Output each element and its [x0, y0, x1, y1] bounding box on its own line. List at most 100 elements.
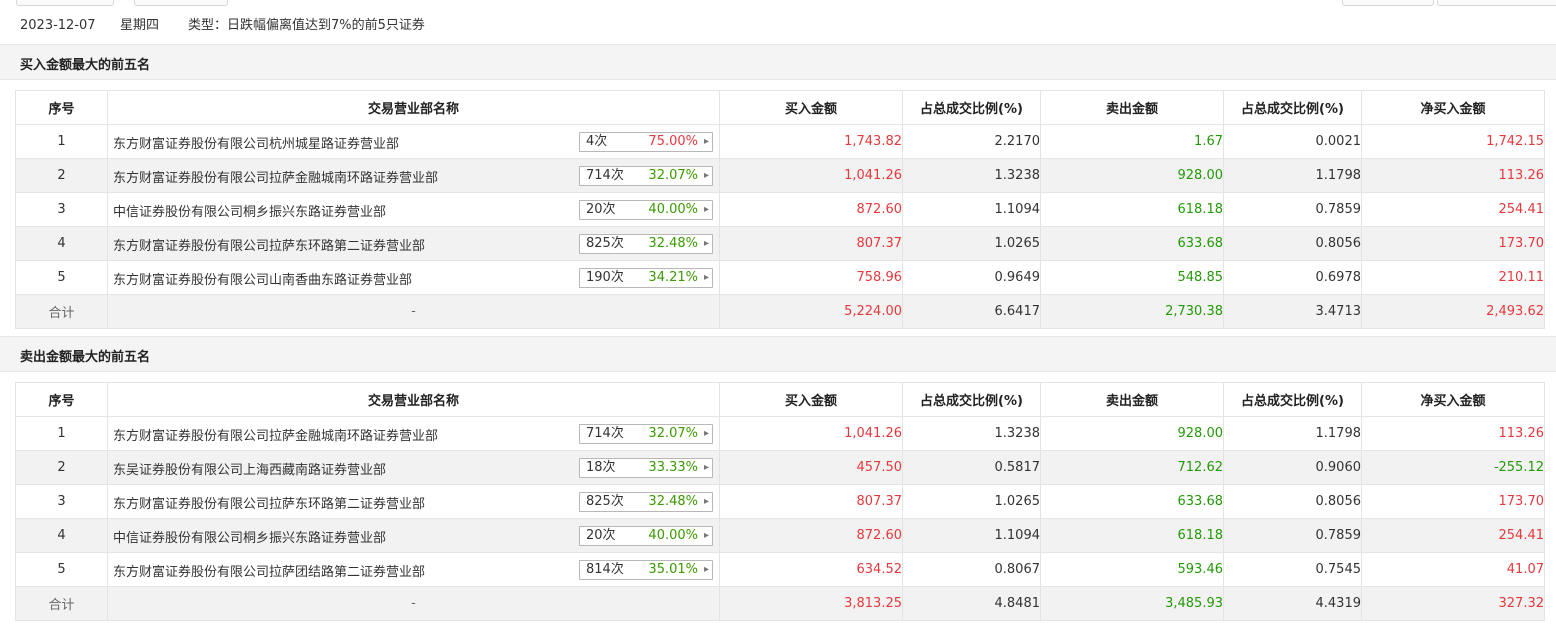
branch-stats-button[interactable]: 714次 32.07% ▸ [579, 166, 713, 186]
branch-stats-button[interactable]: 18次 33.33% ▸ [579, 458, 713, 478]
buy-amount-cell: 872.60 [719, 192, 903, 227]
table-row: 2 东方财富证券股份有限公司拉萨金融城南环路证券营业部 714次 32.07% ▸ 1,0… [15, 158, 1545, 193]
rank-cell: 3 [15, 192, 108, 227]
branch-count: 20次 [586, 528, 616, 543]
total-sell-amount: 3,485.93 [1040, 586, 1224, 621]
branch-stats-button[interactable]: 825次 32.48% ▸ [579, 492, 713, 512]
branch-win-rate: 75.00% [648, 134, 698, 149]
table-row: 1 东方财富证券股份有限公司杭州城星路证券营业部 4次 75.00% ▸ 1,743.82… [15, 124, 1545, 159]
branch-stats-button[interactable]: 4次 75.00% ▸ [579, 132, 713, 152]
col-sell-amount[interactable]: 卖出金额 [1040, 90, 1224, 125]
table-row: 2 东吴证券股份有限公司上海西藏南路证券营业部 18次 33.33% ▸ 457.50 0.… [15, 450, 1545, 485]
sell-amount-cell: 548.85 [1040, 260, 1224, 295]
branch-stats-button[interactable]: 20次 40.00% ▸ [579, 526, 713, 546]
net-buy-cell: 173.70 [1361, 226, 1545, 261]
rank-cell: 5 [15, 552, 108, 587]
sell-amount-cell: 712.62 [1040, 450, 1224, 485]
buy-amount-cell: 634.52 [719, 552, 903, 587]
rank-cell: 4 [15, 226, 108, 261]
sell-amount-cell: 633.68 [1040, 484, 1224, 519]
sell-amount-cell: 618.18 [1040, 192, 1224, 227]
branch-name-link[interactable]: 东方财富证券股份有限公司拉萨金融城南环路证券营业部 [113, 429, 439, 444]
col-net-buy[interactable]: 净买入金额 [1361, 382, 1545, 417]
top-left-button[interactable] [16, 0, 114, 6]
total-buy-amount: 3,813.25 [719, 586, 903, 621]
net-buy-cell: 1,742.15 [1361, 124, 1545, 159]
buy-top5-table: 序号 交易营业部名称 买入金额 占总成交比例(%) 卖出金额 占总成交比例(%)… [15, 90, 1545, 329]
col-buy-ratio[interactable]: 占总成交比例(%) [902, 382, 1041, 417]
branch-stats-button[interactable]: 20次 40.00% ▸ [579, 200, 713, 220]
buy-amount-cell: 1,743.82 [719, 124, 903, 159]
branch-name-cell: 东方财富证券股份有限公司拉萨东环路第二证券营业部 825次 32.48% ▸ [107, 226, 720, 261]
branch-win-rate: 32.07% [648, 168, 698, 183]
branch-name-cell: 东方财富证券股份有限公司拉萨金融城南环路证券营业部 714次 32.07% ▸ [107, 416, 720, 451]
buy-ratio-cell: 2.2170 [902, 124, 1041, 159]
sell-section-header: 卖出金额最大的前五名 [0, 336, 1556, 372]
branch-name-link[interactable]: 东吴证券股份有限公司上海西藏南路证券营业部 [113, 463, 387, 478]
sell-table-header: 序号 交易营业部名称 买入金额 占总成交比例(%) 卖出金额 占总成交比例(%)… [15, 382, 1545, 417]
sell-ratio-cell: 1.1798 [1223, 416, 1362, 451]
branch-name-link[interactable]: 东方财富证券股份有限公司拉萨东环路第二证券营业部 [113, 239, 426, 254]
branch-stats-button[interactable]: 190次 34.21% ▸ [579, 268, 713, 288]
sell-amount-cell: 618.18 [1040, 518, 1224, 553]
branch-name-link[interactable]: 东方财富证券股份有限公司拉萨东环路第二证券营业部 [113, 497, 426, 512]
branch-name-link[interactable]: 中信证券股份有限公司桐乡振兴东路证券营业部 [113, 205, 387, 220]
sell-amount-cell: 633.68 [1040, 226, 1224, 261]
col-sell-ratio[interactable]: 占总成交比例(%) [1223, 382, 1362, 417]
branch-name-link[interactable]: 中信证券股份有限公司桐乡振兴东路证券营业部 [113, 531, 387, 546]
net-buy-cell: 113.26 [1361, 416, 1545, 451]
branch-name-cell: 东方财富证券股份有限公司拉萨东环路第二证券营业部 825次 32.48% ▸ [107, 484, 720, 519]
branch-name-cell: 中信证券股份有限公司桐乡振兴东路证券营业部 20次 40.00% ▸ [107, 192, 720, 227]
total-buy-ratio: 4.8481 [902, 586, 1041, 621]
sell-ratio-cell: 0.9060 [1223, 450, 1362, 485]
top-right-button[interactable] [1342, 0, 1434, 6]
sell-amount-cell: 593.46 [1040, 552, 1224, 587]
buy-table-header: 序号 交易营业部名称 买入金额 占总成交比例(%) 卖出金额 占总成交比例(%)… [15, 90, 1545, 125]
rank-cell: 2 [15, 450, 108, 485]
trade-weekday: 星期四 [120, 18, 160, 33]
chevron-right-icon: ▸ [703, 204, 709, 215]
branch-name-cell: 东方财富证券股份有限公司拉萨团结路第二证券营业部 814次 35.01% ▸ [107, 552, 720, 587]
total-row: 合计 -3,813.25 4.8481 3,485.93 4.4319 327.32 [15, 586, 1545, 621]
col-buy-ratio[interactable]: 占总成交比例(%) [902, 90, 1041, 125]
branch-stats-button[interactable]: 714次 32.07% ▸ [579, 424, 713, 444]
branch-count: 825次 [586, 236, 624, 251]
net-buy-cell: 113.26 [1361, 158, 1545, 193]
rank-cell: 4 [15, 518, 108, 553]
chevron-right-icon: ▸ [703, 530, 709, 541]
table-row: 4 东方财富证券股份有限公司拉萨东环路第二证券营业部 825次 32.48% ▸ 807.… [15, 226, 1545, 261]
total-sell-amount: 2,730.38 [1040, 294, 1224, 329]
col-net-buy[interactable]: 净买入金额 [1361, 90, 1545, 125]
branch-name-link[interactable]: 东方财富证券股份有限公司杭州城星路证券营业部 [113, 137, 400, 152]
branch-name-link[interactable]: 东方财富证券股份有限公司拉萨团结路第二证券营业部 [113, 565, 426, 580]
net-buy-cell: 173.70 [1361, 484, 1545, 519]
branch-stats-button[interactable]: 814次 35.01% ▸ [579, 560, 713, 580]
branch-name-cell: 东方财富证券股份有限公司杭州城星路证券营业部 4次 75.00% ▸ [107, 124, 720, 159]
total-label: 合计 [15, 294, 108, 329]
chevron-right-icon: ▸ [703, 272, 709, 283]
buy-ratio-cell: 0.8067 [902, 552, 1041, 587]
total-sell-ratio: 4.4319 [1223, 586, 1362, 621]
net-buy-cell: 254.41 [1361, 192, 1545, 227]
branch-name-link[interactable]: 东方财富证券股份有限公司山南香曲东路证券营业部 [113, 273, 413, 288]
col-buy-amount[interactable]: 买入金额 [719, 90, 903, 125]
branch-win-rate: 32.48% [648, 494, 698, 509]
col-branch-name: 交易营业部名称 [107, 90, 720, 125]
col-buy-amount[interactable]: 买入金额 [719, 382, 903, 417]
col-sell-amount[interactable]: 卖出金额 [1040, 382, 1224, 417]
top-left-button-2[interactable] [134, 0, 228, 6]
branch-stats-button[interactable]: 825次 32.48% ▸ [579, 234, 713, 254]
branch-count: 20次 [586, 202, 616, 217]
sell-amount-cell: 928.00 [1040, 416, 1224, 451]
sell-ratio-cell: 0.8056 [1223, 226, 1362, 261]
branch-name-cell: 东方财富证券股份有限公司拉萨金融城南环路证券营业部 714次 32.07% ▸ [107, 158, 720, 193]
col-sell-ratio[interactable]: 占总成交比例(%) [1223, 90, 1362, 125]
buy-amount-cell: 807.37 [719, 484, 903, 519]
branch-count: 714次 [586, 426, 624, 441]
buy-amount-cell: 758.96 [719, 260, 903, 295]
trade-date: 2023-12-07 [20, 18, 96, 33]
rank-cell: 1 [15, 124, 108, 159]
branch-name-link[interactable]: 东方财富证券股份有限公司拉萨金融城南环路证券营业部 [113, 171, 439, 186]
top-right-button-2[interactable] [1437, 0, 1556, 6]
table-row: 4 中信证券股份有限公司桐乡振兴东路证券营业部 20次 40.00% ▸ 872.60 1.… [15, 518, 1545, 553]
